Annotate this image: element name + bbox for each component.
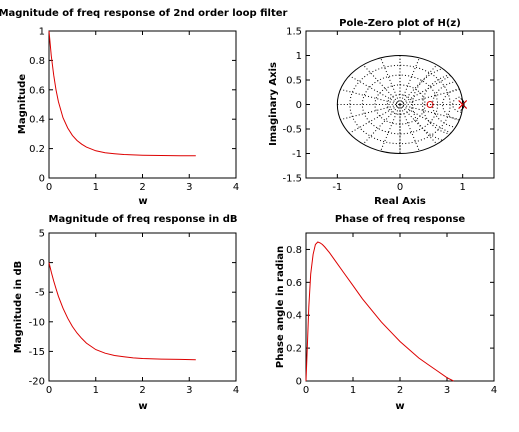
magnitude-title: Magnitude of freq response of 2nd order …	[0, 8, 288, 19]
panel-magnitude: Magnitude of freq response of 2nd order …	[0, 8, 288, 207]
phase-ylabel: Phase angle in radian	[275, 246, 286, 368]
pz-grid-ray	[399, 104, 420, 152]
pole-zero-title: Pole-Zero plot of H(z)	[339, 18, 461, 29]
magnitude-ylabel: Magnitude	[17, 74, 28, 134]
pz-grid-ray	[362, 104, 401, 145]
phase-xtick-label: 0	[303, 385, 309, 396]
db-xtick-label: 4	[233, 385, 239, 396]
mag-ytick-label: 0.2	[29, 144, 45, 155]
phase-ytick-label: 0.8	[286, 245, 302, 256]
pz-grid-arc	[412, 64, 463, 145]
pz-ytick-label: -1	[292, 149, 302, 160]
pz-grid-ray	[349, 75, 401, 105]
db-ytick-label: -20	[29, 377, 45, 388]
pz-grid-ray	[362, 64, 401, 105]
db-xtick-label: 2	[139, 385, 145, 396]
db-xtick-label: 3	[186, 385, 192, 396]
pz-ytick-label: -0.5	[282, 125, 302, 136]
mag-xtick-label: 0	[46, 182, 52, 193]
mag-series-line	[48, 30, 196, 157]
phase-ytick-label: 0	[296, 377, 302, 388]
panel-pole-zero: Pole-Zero plot of H(z) Real Axis Imagina…	[268, 18, 495, 207]
panel-magnitude-db: Magnitude of freq response in dB w Magni…	[13, 214, 239, 412]
mag-xtick-label: 2	[139, 182, 145, 193]
mag-ytick-label: 0.4	[29, 115, 45, 126]
pole-zero-ylabel: Imaginary Axis	[268, 62, 279, 146]
mag-axes-frame	[48, 30, 237, 179]
mag-ytick-label: 0.6	[29, 85, 45, 96]
db-title: Magnitude of freq response in dB	[49, 214, 238, 225]
phase-xtick-label: 2	[397, 385, 403, 396]
phase-xtick-label: 1	[350, 385, 356, 396]
db-xlabel: w	[138, 401, 147, 412]
phase-xtick-label: 4	[491, 385, 497, 396]
pz-pole-marker	[458, 100, 468, 109]
pz-grid-ray	[399, 104, 438, 145]
mag-ytick-label: 0	[39, 174, 45, 185]
mag-xtick-label: 1	[93, 182, 99, 193]
phase-xtick-label: 3	[444, 385, 450, 396]
pz-grid-ray	[340, 104, 401, 121]
db-ylabel: Magnitude in dB	[13, 261, 24, 354]
phase-xlabel: w	[395, 401, 404, 412]
pz-grid	[337, 55, 463, 154]
pz-ytick-label: 0.5	[286, 76, 302, 87]
pz-grid-arc	[442, 88, 463, 121]
pz-grid-ray	[399, 57, 420, 105]
mag-xtick-label: 4	[233, 182, 239, 193]
pz-ytick-label: 1.5	[286, 27, 302, 38]
pz-grid-ring	[361, 74, 439, 135]
magnitude-xlabel: w	[138, 196, 147, 207]
pz-ytick-label: -1.5	[282, 174, 302, 185]
phase-series-line	[305, 241, 454, 382]
pz-grid-ray	[399, 104, 451, 134]
pz-xtick-label: -1	[332, 182, 342, 193]
mag-ytick-label: 0.8	[29, 56, 45, 67]
pz-xtick-label: 1	[459, 182, 465, 193]
mag-ytick-label: 1	[39, 27, 45, 38]
pz-grid-arc	[452, 96, 463, 113]
pz-grid-ray	[340, 88, 401, 105]
pz-grid-ray	[399, 88, 460, 105]
pz-grid-ray	[380, 104, 401, 152]
phase-ytick-label: 0.2	[286, 344, 302, 355]
db-series-line	[48, 262, 196, 361]
pz-ytick-label: 0	[296, 100, 302, 111]
phase-ytick-label: 0.4	[286, 311, 302, 322]
pz-grid-ring	[386, 94, 414, 115]
db-ytick-label: 5	[39, 229, 45, 240]
phase-ytick-label: 0.6	[286, 278, 302, 289]
pz-pole-multiplicity	[460, 98, 465, 111]
pz-zero-marker	[426, 101, 434, 108]
panel-phase: Phase of freq response w Phase angle in …	[275, 214, 497, 412]
db-ytick-label: -5	[35, 288, 45, 299]
pz-grid-ring	[374, 84, 426, 125]
pz-grid-ray	[380, 57, 401, 105]
pz-xtick-label: 0	[397, 182, 403, 193]
pz-grid-ray	[349, 104, 401, 134]
mag-xtick-label: 3	[186, 182, 192, 193]
pz-ytick-label: 1	[296, 51, 302, 62]
db-ytick-label: 0	[39, 258, 45, 269]
phase-title: Phase of freq response	[335, 214, 466, 225]
pole-zero-xlabel: Real Axis	[374, 196, 426, 207]
db-xtick-label: 0	[46, 385, 52, 396]
phase-axes-frame	[305, 232, 495, 382]
db-ytick-label: -15	[29, 347, 45, 358]
pz-grid-ray	[399, 104, 460, 121]
pz-grid-ray	[399, 75, 451, 105]
pz-grid-ray	[399, 64, 438, 105]
db-ytick-label: -10	[29, 317, 45, 328]
db-xtick-label: 1	[93, 385, 99, 396]
